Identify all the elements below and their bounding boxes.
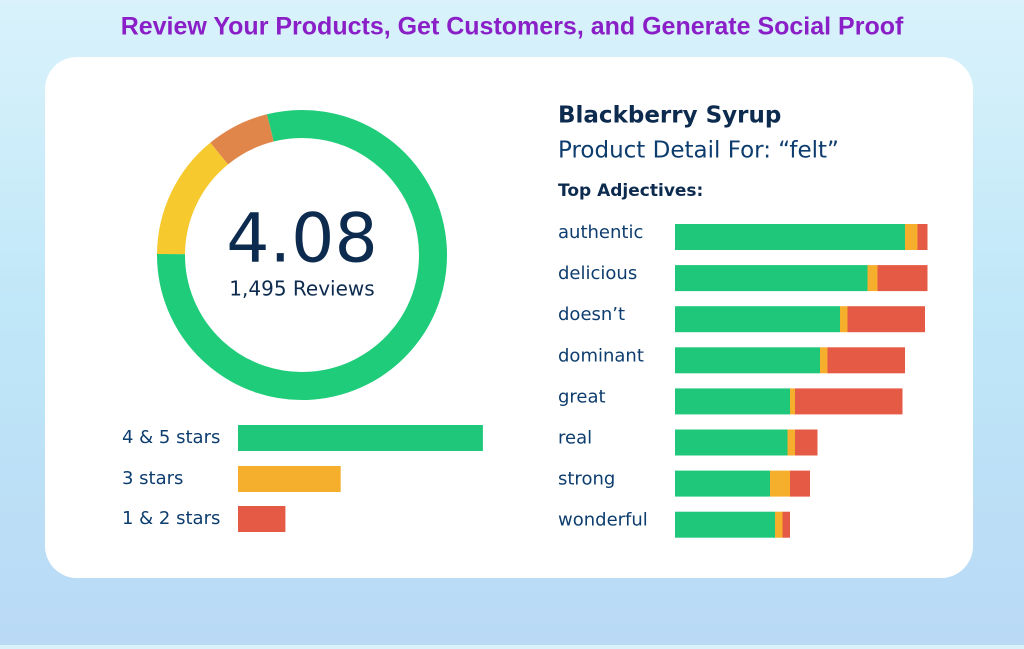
review-count: 1,495 Reviews bbox=[229, 277, 374, 301]
bar-label: 4 & 5 stars bbox=[122, 427, 220, 448]
bar-segment bbox=[877, 265, 928, 292]
bar-segment bbox=[675, 224, 905, 250]
bar-segment bbox=[675, 265, 868, 292]
bar-segment bbox=[847, 306, 925, 333]
bar-segment bbox=[775, 511, 783, 538]
rating: 4.08 bbox=[226, 200, 377, 279]
bar-segment bbox=[840, 306, 848, 333]
bar-segment bbox=[827, 347, 905, 374]
adjective-label: wonderful bbox=[558, 510, 648, 531]
bar-segment bbox=[782, 511, 790, 538]
bar-segment bbox=[675, 470, 770, 497]
bar-segment bbox=[820, 347, 828, 374]
bar-segment bbox=[675, 306, 840, 333]
banner-title: Review Your Products, Get Customers, and… bbox=[121, 13, 904, 41]
bar-segment bbox=[787, 429, 795, 456]
bar bbox=[238, 425, 483, 451]
bar-segment bbox=[905, 224, 918, 250]
adjective-label: delicious bbox=[558, 263, 637, 284]
bar-segment bbox=[675, 429, 788, 456]
bar-segment bbox=[675, 511, 775, 538]
bar-segment bbox=[770, 470, 790, 497]
bar-segment bbox=[867, 265, 878, 292]
adjective-label: doesn’t bbox=[558, 304, 625, 325]
bar-segment bbox=[917, 224, 928, 250]
adjective-label: dominant bbox=[558, 345, 644, 366]
donut-segment bbox=[157, 110, 447, 400]
bar-label: 3 stars bbox=[122, 468, 183, 489]
product-detail: Product Detail For: “felt” bbox=[558, 138, 839, 164]
product-name: Blackberry Syrup bbox=[558, 103, 781, 129]
adjective-label: great bbox=[558, 386, 606, 407]
donut-segment bbox=[157, 142, 229, 255]
adjective-label: real bbox=[558, 428, 592, 449]
adjectives-heading: Top Adjectives: bbox=[558, 181, 703, 201]
bar bbox=[238, 506, 286, 532]
bar-segment bbox=[675, 388, 790, 415]
bar-segment bbox=[790, 388, 795, 415]
adjective-label: authentic bbox=[558, 222, 643, 243]
bar-segment bbox=[790, 470, 810, 497]
bar bbox=[238, 466, 341, 492]
bar-segment bbox=[675, 347, 820, 374]
bar-segment bbox=[795, 388, 903, 415]
bar-label: 1 & 2 stars bbox=[122, 508, 220, 529]
adjective-label: strong bbox=[558, 469, 615, 490]
bar-segment bbox=[795, 429, 818, 456]
donut-segment bbox=[210, 114, 275, 165]
